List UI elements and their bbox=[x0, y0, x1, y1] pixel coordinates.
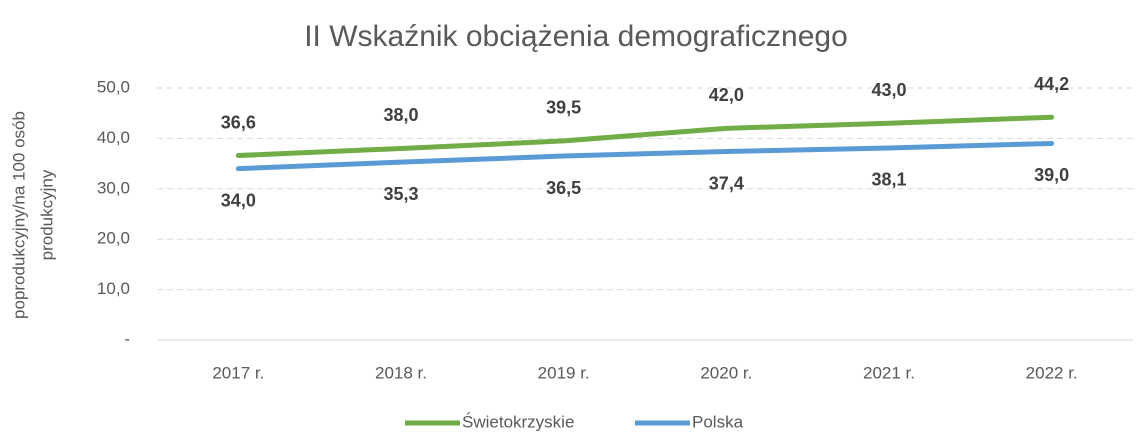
data-label: 35,3 bbox=[383, 184, 418, 204]
legend-label: Świetokrzyskie bbox=[462, 412, 574, 431]
series-line bbox=[235, 114, 1055, 159]
y-axis-label: produkcyjny bbox=[37, 169, 56, 260]
y-tick-label: 10,0 bbox=[97, 279, 130, 298]
data-label: 39,0 bbox=[1034, 165, 1069, 185]
data-label: 36,5 bbox=[546, 178, 581, 198]
data-label: 36,6 bbox=[221, 112, 256, 132]
data-label: 44,2 bbox=[1034, 74, 1069, 94]
y-tick-label: 40,0 bbox=[97, 128, 130, 147]
chart-title: II Wskaźnik obciążenia demograficznego bbox=[304, 20, 848, 53]
data-label: 38,0 bbox=[383, 105, 418, 125]
y-tick-label: 30,0 bbox=[97, 178, 130, 197]
y-tick-label: 20,0 bbox=[97, 229, 130, 248]
x-tick-label: 2021 r. bbox=[863, 363, 915, 382]
data-label: 34,0 bbox=[221, 190, 256, 210]
data-label: 38,1 bbox=[871, 170, 906, 190]
x-tick-label: 2020 r. bbox=[700, 363, 752, 382]
data-label: 42,0 bbox=[709, 85, 744, 105]
series-line bbox=[235, 140, 1055, 172]
data-label: 37,4 bbox=[709, 173, 744, 193]
x-tick-label: 2017 r. bbox=[212, 363, 264, 382]
x-tick-label: 2022 r. bbox=[1026, 363, 1078, 382]
y-tick-label: 50,0 bbox=[97, 77, 130, 96]
legend-label: Polska bbox=[692, 412, 744, 431]
data-label: 43,0 bbox=[871, 80, 906, 100]
y-tick-label: - bbox=[124, 329, 130, 348]
y-axis-label: poprodukcyjny/na 100 osób bbox=[9, 111, 28, 319]
x-tick-label: 2019 r. bbox=[538, 363, 590, 382]
data-label: 39,5 bbox=[546, 98, 581, 118]
x-tick-label: 2018 r. bbox=[375, 363, 427, 382]
